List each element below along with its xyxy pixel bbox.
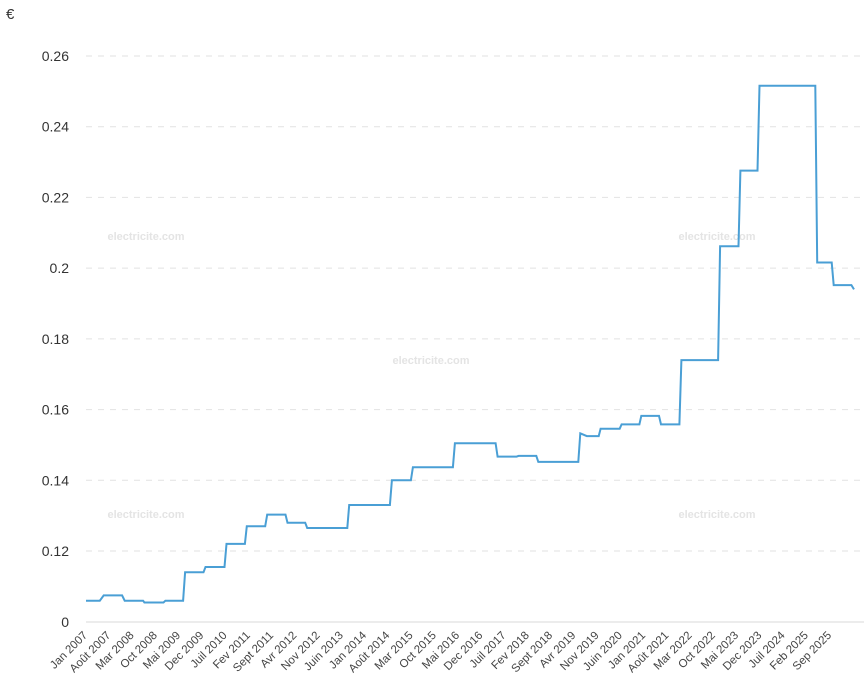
gridlines bbox=[86, 55, 864, 623]
series-layer bbox=[86, 84, 855, 604]
y-tick-label: 0.26 bbox=[42, 48, 69, 64]
price-line bbox=[86, 84, 855, 604]
y-tick-label: 0.2 bbox=[50, 260, 70, 276]
y-tick-label: 0.16 bbox=[42, 402, 69, 418]
y-tick-label: 0.14 bbox=[42, 472, 69, 488]
watermark-logo: electricite.com bbox=[678, 231, 755, 243]
watermark-logo: electricite.com bbox=[678, 509, 755, 521]
watermark-logo: electricite.com bbox=[107, 231, 184, 243]
watermark-logo: electricite.com bbox=[107, 509, 184, 521]
y-unit-label: € bbox=[6, 6, 15, 23]
watermarks: electricite.com electricite.com electricit… bbox=[107, 231, 755, 521]
y-tick-label: 0.18 bbox=[42, 331, 69, 347]
watermark-logo: electricite.com bbox=[392, 355, 469, 367]
y-tick-label: 0.24 bbox=[42, 119, 69, 135]
y-tick-label: 0 bbox=[61, 614, 69, 630]
y-axis: 0 0.12 0.14 0.16 0.18 0.2 0.22 0.24 0.26 bbox=[42, 48, 69, 630]
y-tick-label: 0.22 bbox=[42, 189, 69, 205]
y-tick-label: 0.12 bbox=[42, 543, 69, 559]
